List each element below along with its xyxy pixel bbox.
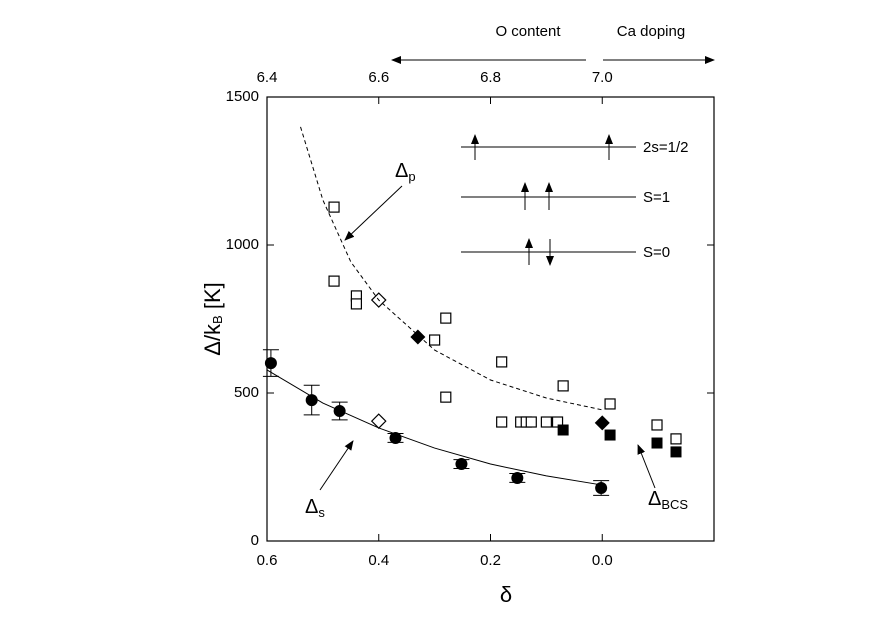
arrow (637, 444, 656, 489)
point (651, 437, 663, 449)
spin-label: S=0 (643, 244, 670, 261)
annotation: Ca doping (617, 23, 685, 40)
point (525, 416, 537, 428)
point (594, 415, 610, 431)
annotation: Δs (305, 496, 325, 520)
spin-label: S=1 (643, 189, 670, 206)
point (604, 429, 616, 441)
point (429, 334, 441, 346)
point (651, 419, 663, 431)
x2-tick-label: 6.8 (480, 69, 501, 86)
x2-tick-label: 6.6 (368, 69, 389, 86)
y-tick-label: 0 (251, 532, 259, 549)
arrow (344, 185, 403, 241)
y-tick-label: 500 (234, 384, 259, 401)
x-tick-label: 0.4 (368, 552, 389, 569)
point (328, 275, 340, 287)
point (670, 433, 682, 445)
x-axis-label: δ (500, 582, 512, 607)
point (350, 298, 362, 310)
point (511, 471, 524, 484)
point (305, 394, 318, 407)
x-tick-label: 0.2 (480, 552, 501, 569)
y-tick-label: 1000 (226, 236, 259, 253)
spin-diagram (461, 134, 636, 266)
annotation: O content (495, 23, 561, 40)
point (540, 416, 552, 428)
point (496, 416, 508, 428)
plot-frame (266, 96, 715, 542)
x-tick-label: 0.0 (592, 552, 613, 569)
point (455, 458, 468, 471)
point (328, 201, 340, 213)
point (440, 312, 452, 324)
y-axis-label: Δ/kB [K] (200, 282, 226, 356)
annotation: ΔBCS (648, 488, 688, 512)
point (264, 357, 277, 370)
point (551, 416, 564, 428)
point (440, 391, 452, 403)
point (410, 329, 426, 345)
point (595, 482, 608, 495)
point (496, 356, 508, 368)
point (557, 380, 569, 392)
point (670, 446, 682, 458)
curve (266, 369, 603, 486)
arrow (319, 440, 354, 491)
x2-tick-label: 7.0 (592, 69, 613, 86)
x-tick-label: 0.6 (257, 552, 278, 569)
annotation: Δp (395, 160, 416, 184)
point (557, 424, 569, 436)
spin-label: 2s=1/2 (643, 139, 688, 156)
x2-tick-label: 6.4 (257, 69, 278, 86)
y-tick-label: 1500 (226, 88, 259, 105)
point (604, 398, 616, 410)
curve (300, 126, 603, 411)
